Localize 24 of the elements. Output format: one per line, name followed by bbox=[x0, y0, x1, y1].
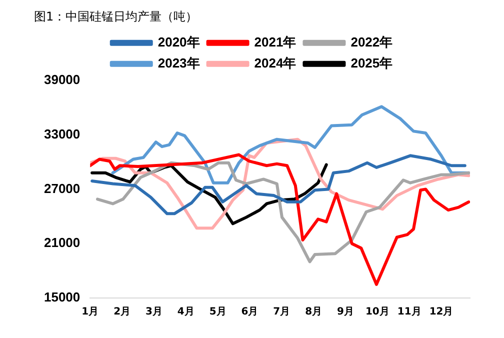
legend-label: 2023年 bbox=[158, 55, 200, 70]
y-tick-label: 39000 bbox=[44, 72, 80, 87]
y-tick-label: 21000 bbox=[44, 235, 80, 250]
x-tick-label: 5月 bbox=[209, 306, 226, 318]
x-tick-label: 10月 bbox=[365, 306, 390, 318]
x-tick-label: 12月 bbox=[429, 306, 454, 318]
legend-label: 2022年 bbox=[350, 34, 393, 50]
x-tick-label: 9月 bbox=[337, 306, 354, 318]
x-tick-label: 3月 bbox=[146, 306, 162, 318]
x-tick-label: 6月 bbox=[241, 306, 258, 318]
y-tick-label: 27000 bbox=[44, 180, 80, 196]
x-tick-label: 8月 bbox=[305, 306, 322, 318]
x-tick-label: 11月 bbox=[397, 306, 422, 318]
y-tick-label: 33000 bbox=[44, 126, 80, 142]
y-tick-label: 15000 bbox=[44, 290, 80, 305]
legend-label: 2020年 bbox=[158, 34, 200, 50]
x-tick-label: 4月 bbox=[177, 306, 194, 318]
legend-label: 2024年 bbox=[254, 55, 296, 70]
x-tick-label: 7月 bbox=[273, 306, 290, 318]
x-tick-label: 2月 bbox=[114, 306, 131, 318]
legend-label: 2025年 bbox=[350, 55, 393, 70]
x-tick-label: 1月 bbox=[82, 306, 99, 318]
chart-title: 图1：中国硅锰日均产量（吨） bbox=[34, 9, 198, 24]
legend-label: 2021年 bbox=[254, 34, 296, 50]
